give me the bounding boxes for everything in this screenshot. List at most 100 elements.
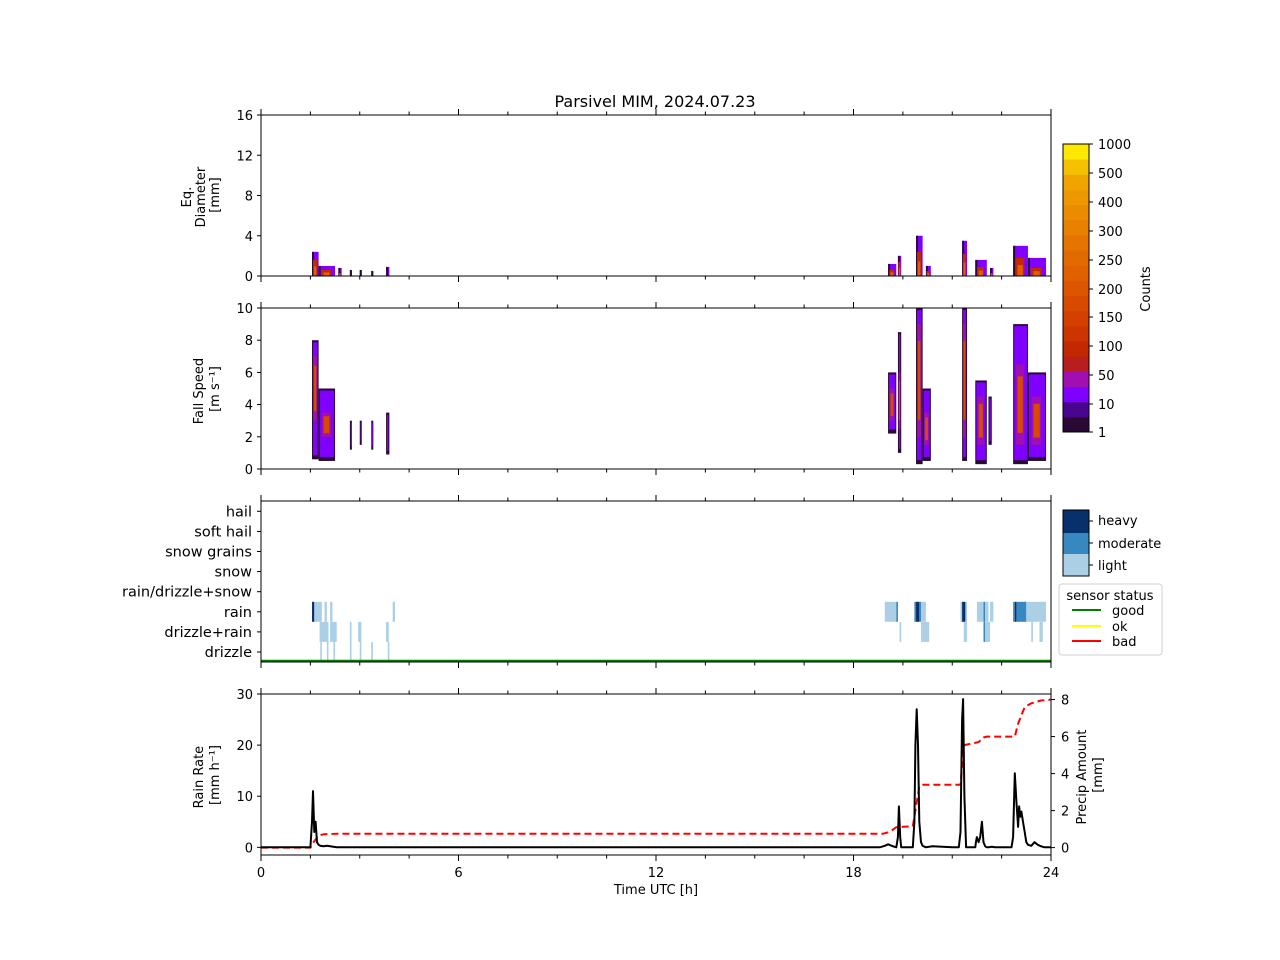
rain-rate-ylabel: Rain Rate [mm h⁻¹] — [192, 742, 223, 809]
category-label: drizzle — [205, 645, 252, 661]
y-tick-label: 8 — [1061, 694, 1069, 709]
fall-speed-cell — [313, 365, 317, 412]
fall-speed-panel: 0 2 4 6 8 10 Fall Speed [m s⁻¹] — [192, 302, 1052, 478]
status-legend-box — [1058, 583, 1163, 656]
colorbar-tick-label: 50 — [1098, 369, 1115, 384]
diameter-cell — [323, 272, 330, 276]
precip-type-cell — [990, 601, 994, 622]
precip-type-cell — [983, 601, 986, 622]
colorbar-block — [1063, 204, 1089, 221]
diameter-cell — [318, 265, 321, 276]
fall-speed-cell — [890, 393, 894, 416]
fall-speed-ylabel-line1: Fall Speed — [192, 358, 207, 424]
fall-speed-cell — [989, 398, 991, 441]
diameter-ylabel-line3: [mm] — [208, 177, 223, 212]
figure-title: Parsivel MIM, 2024.07.23 — [554, 92, 755, 111]
rain-rate-lines — [261, 698, 1052, 849]
precip-type-cell — [349, 621, 352, 642]
y-tick-label: 12 — [236, 149, 253, 164]
colorbar-block — [1063, 310, 1089, 327]
colorbar-tick-label: 500 — [1098, 167, 1123, 182]
precip-type-cell — [916, 601, 920, 622]
diameter-cell — [371, 270, 374, 276]
intensity-legend: heavy moderate light — [1062, 509, 1161, 577]
colorbar-tick-label: 150 — [1098, 311, 1123, 326]
fall-speed-cell — [898, 380, 901, 421]
colorbar-tick-label: 10 — [1098, 398, 1115, 413]
colorbar-block — [1063, 174, 1089, 190]
intensity-label-moderate: moderate — [1098, 537, 1161, 552]
fall-speed-ticks: 0 2 4 6 8 10 — [236, 302, 1052, 478]
colorbar-tick-label: 300 — [1098, 225, 1123, 240]
precip-type-cell — [920, 621, 923, 642]
category-label: hail — [226, 504, 252, 520]
status-good-label: good — [1112, 604, 1144, 619]
fall-speed-cell — [372, 422, 374, 446]
intensity-swatch-moderate — [1063, 533, 1089, 554]
x-tick-label: 24 — [1043, 866, 1060, 881]
precip-type-cell — [983, 621, 986, 642]
fall-speed-cell — [1017, 376, 1023, 433]
diameter-ylabel-line1: Eq. — [180, 187, 195, 208]
fall-speed-cell — [925, 417, 928, 441]
diameter-panel: 0 4 8 12 16 Eq. Diameter [mm] — [180, 109, 1052, 285]
precip-type-cell — [1013, 601, 1015, 622]
colorbar-block — [1063, 250, 1089, 266]
colorbar-block — [1063, 295, 1089, 312]
diameter-cell — [313, 266, 317, 276]
precip-type-cell — [985, 621, 991, 642]
colorbar-block — [1063, 219, 1089, 236]
y-tick-label: 16 — [236, 109, 253, 124]
fall-speed-cell — [978, 403, 983, 438]
diameter-cell — [991, 274, 993, 276]
precip-type-cell — [919, 601, 921, 622]
y-tick-label: 0 — [245, 463, 253, 478]
precip-type-cell — [965, 601, 968, 622]
intensity-label-light: light — [1098, 559, 1127, 574]
precip-type-cell — [960, 601, 963, 622]
diameter-cell — [978, 270, 983, 276]
precip-type-cell — [920, 601, 926, 622]
y-tick-label: 10 — [236, 790, 253, 805]
precip-amount-ylabel: Precip Amount [mm] — [1075, 725, 1106, 824]
y-tick-label: 10 — [236, 302, 253, 317]
y-tick-label: 0 — [245, 270, 253, 285]
colorbar-tick-label: 1000 — [1098, 138, 1131, 153]
colorbar-block — [1063, 401, 1089, 418]
precip-type-cell — [1016, 601, 1027, 622]
y-tick-label: 30 — [236, 688, 253, 703]
y-tick-label: 20 — [236, 739, 253, 754]
colorbar-block — [1063, 341, 1089, 357]
precip-type-cell — [312, 601, 315, 622]
colorbar-tick-label: 400 — [1098, 196, 1123, 211]
status-legend-title: sensor status — [1066, 589, 1153, 604]
diameter-axes-frame — [260, 114, 1052, 277]
diameter-cell — [1027, 257, 1030, 276]
colorbar-frame — [1062, 143, 1090, 433]
colorbar-block — [1063, 189, 1089, 206]
precip-amount-ylabel-line1: Precip Amount — [1075, 730, 1090, 825]
diameter-cell — [1013, 245, 1016, 276]
fall-speed-cell — [387, 414, 389, 451]
y-tick-label: 4 — [1061, 768, 1069, 783]
y-tick-label: 6 — [1061, 731, 1069, 746]
colorbar-block — [1063, 356, 1089, 372]
fall-speed-cell — [360, 422, 362, 441]
category-label: snow grains — [165, 545, 252, 561]
colorbar-ticks: 1 10 50 100 150 200 250 300 400 500 1000 — [1089, 138, 1131, 441]
rain-rate-ylabel-line2: [mm h⁻¹] — [208, 745, 223, 805]
diameter-ticks: 0 4 8 12 16 — [236, 109, 1052, 285]
category-label: soft hail — [194, 524, 252, 540]
precip-type-cell — [1026, 601, 1047, 622]
x-tick-label: 18 — [845, 866, 862, 881]
intensity-swatch-light — [1063, 554, 1089, 576]
fall-speed-cell — [350, 422, 352, 446]
diameter-cell — [349, 269, 352, 276]
precip-type-cell — [358, 621, 362, 642]
diameter-heatmap — [312, 235, 1047, 276]
fall-speed-cell — [323, 416, 330, 434]
colorbar-block — [1063, 234, 1089, 251]
y-tick-label: 2 — [1061, 805, 1069, 820]
